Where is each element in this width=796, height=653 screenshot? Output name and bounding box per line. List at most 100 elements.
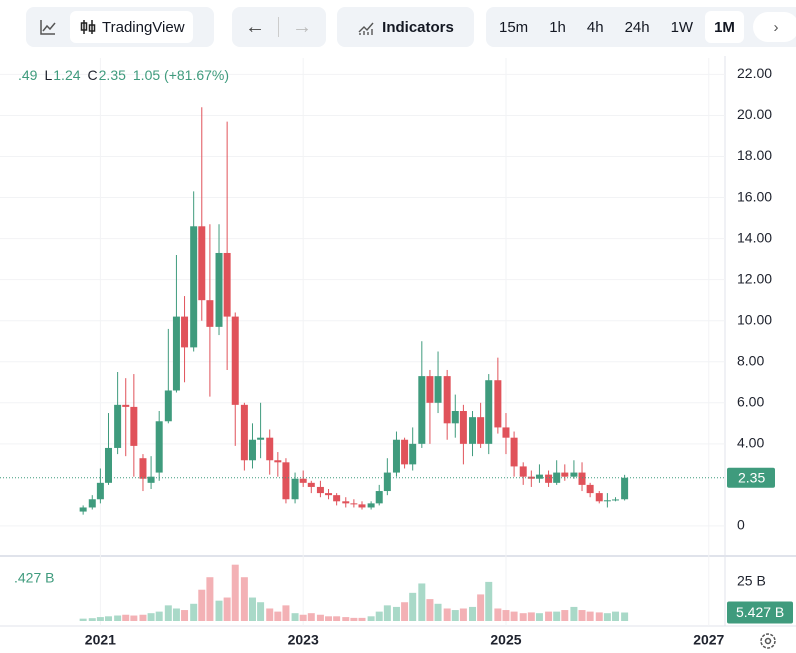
candle-body bbox=[181, 316, 189, 348]
chart-type-group: TradingView bbox=[26, 7, 214, 47]
candle-body bbox=[104, 447, 112, 483]
volume-bar bbox=[358, 617, 366, 621]
legend-item: C bbox=[87, 67, 98, 83]
next-button[interactable]: › bbox=[752, 12, 796, 42]
interval-button[interactable]: 1h bbox=[549, 18, 566, 36]
candle-body bbox=[240, 404, 248, 461]
volume-bar bbox=[164, 605, 172, 621]
candle-body bbox=[291, 478, 299, 500]
candle-icon bbox=[80, 20, 96, 34]
brand-label: TradingView bbox=[102, 18, 185, 36]
settings-button[interactable] bbox=[760, 633, 776, 649]
candle-body bbox=[172, 316, 180, 391]
volume-bar bbox=[375, 611, 383, 621]
gear-center bbox=[764, 637, 772, 645]
volume-bar bbox=[274, 611, 282, 621]
candle-body bbox=[545, 474, 553, 483]
candle-body bbox=[155, 421, 163, 473]
volume-bar bbox=[316, 614, 324, 621]
line-chart-button[interactable] bbox=[26, 11, 70, 43]
volume-bar bbox=[147, 613, 155, 621]
candle-body bbox=[451, 411, 459, 424]
interval-button[interactable]: 4h bbox=[586, 18, 604, 36]
volume-bar bbox=[282, 605, 290, 621]
volume-bar bbox=[469, 606, 477, 621]
y-tick-label: 6.00 bbox=[737, 393, 764, 409]
candle-body bbox=[510, 437, 518, 467]
volume-tick-label: 25 B bbox=[737, 573, 766, 589]
candle-body bbox=[248, 439, 256, 461]
candle-body bbox=[316, 486, 324, 494]
candle-body bbox=[350, 503, 358, 505]
candle-body bbox=[122, 404, 130, 407]
candle-body bbox=[383, 472, 391, 492]
candle-body bbox=[595, 493, 603, 502]
candle-body bbox=[611, 499, 619, 501]
candle-body bbox=[231, 316, 239, 405]
y-tick-label: 16.00 bbox=[737, 188, 772, 204]
volume-bar bbox=[257, 602, 265, 621]
candle-body bbox=[114, 404, 122, 448]
volume-bar bbox=[198, 589, 206, 621]
interval-button[interactable]: 24h bbox=[624, 18, 650, 36]
last-price-tag bbox=[727, 467, 775, 488]
legend-item: 1.05 (+81.67%) bbox=[132, 67, 230, 83]
candle-body bbox=[409, 443, 417, 465]
volume-bar bbox=[392, 606, 400, 621]
volume-bar bbox=[510, 611, 518, 621]
volume-legend: .427 B bbox=[14, 570, 54, 586]
candle-body bbox=[553, 472, 561, 483]
tradingview-button[interactable]: TradingView bbox=[70, 11, 193, 43]
y-tick-label: 12.00 bbox=[737, 270, 772, 286]
volume-bar bbox=[527, 612, 535, 621]
x-tick-label: 2023 bbox=[288, 632, 319, 648]
candle-body bbox=[443, 376, 451, 424]
volume-bar bbox=[570, 606, 578, 621]
candle-body bbox=[561, 472, 569, 477]
interval-button[interactable]: 1W bbox=[670, 18, 694, 36]
candle-body bbox=[603, 500, 611, 502]
volume-bar bbox=[502, 610, 510, 621]
indicators-button[interactable]: Indicators bbox=[337, 7, 474, 47]
candle-body bbox=[502, 427, 510, 438]
candle-body bbox=[325, 493, 333, 496]
ohlc-legend: .49 L1.24 C2.35 1.05 (+81.67%) bbox=[18, 67, 230, 83]
candle-body bbox=[392, 439, 400, 473]
back-button[interactable]: ← bbox=[245, 15, 265, 38]
candle-body bbox=[342, 501, 350, 504]
x-tick-label: 2027 bbox=[693, 632, 724, 648]
interval-button[interactable]: 1M bbox=[705, 11, 744, 43]
candle-body bbox=[190, 226, 198, 348]
candle-body bbox=[375, 491, 383, 504]
candle-body bbox=[198, 226, 206, 301]
volume-bar bbox=[190, 603, 198, 621]
last-price-label: 2.35 bbox=[738, 469, 765, 485]
candle-body bbox=[434, 376, 442, 403]
volume-bar bbox=[401, 602, 409, 621]
volume-bar bbox=[266, 608, 274, 621]
x-tick-label: 2021 bbox=[85, 632, 116, 648]
candle-body bbox=[266, 437, 274, 461]
legend-item: .49 bbox=[18, 67, 38, 83]
candle-body bbox=[307, 482, 315, 487]
history-group: ← → bbox=[232, 7, 326, 47]
volume-bar bbox=[231, 564, 239, 621]
line-icon bbox=[40, 20, 56, 35]
candle-body bbox=[299, 478, 307, 483]
volume-bar bbox=[79, 618, 87, 621]
volume-bar bbox=[519, 613, 527, 621]
y-tick-label: 8.00 bbox=[737, 352, 764, 368]
volume-bar bbox=[621, 612, 629, 621]
x-tick-label: 2025 bbox=[490, 632, 521, 648]
interval-button[interactable]: 15m bbox=[499, 18, 529, 36]
volume-bar bbox=[494, 608, 502, 621]
candle-body bbox=[401, 439, 409, 465]
volume-bar bbox=[181, 610, 189, 621]
volume-bar bbox=[155, 611, 163, 621]
volume-bar bbox=[342, 617, 350, 621]
forward-button[interactable]: → bbox=[292, 15, 312, 38]
candle-body bbox=[79, 507, 87, 512]
volume-bar bbox=[88, 618, 96, 621]
volume-bar bbox=[426, 599, 434, 621]
